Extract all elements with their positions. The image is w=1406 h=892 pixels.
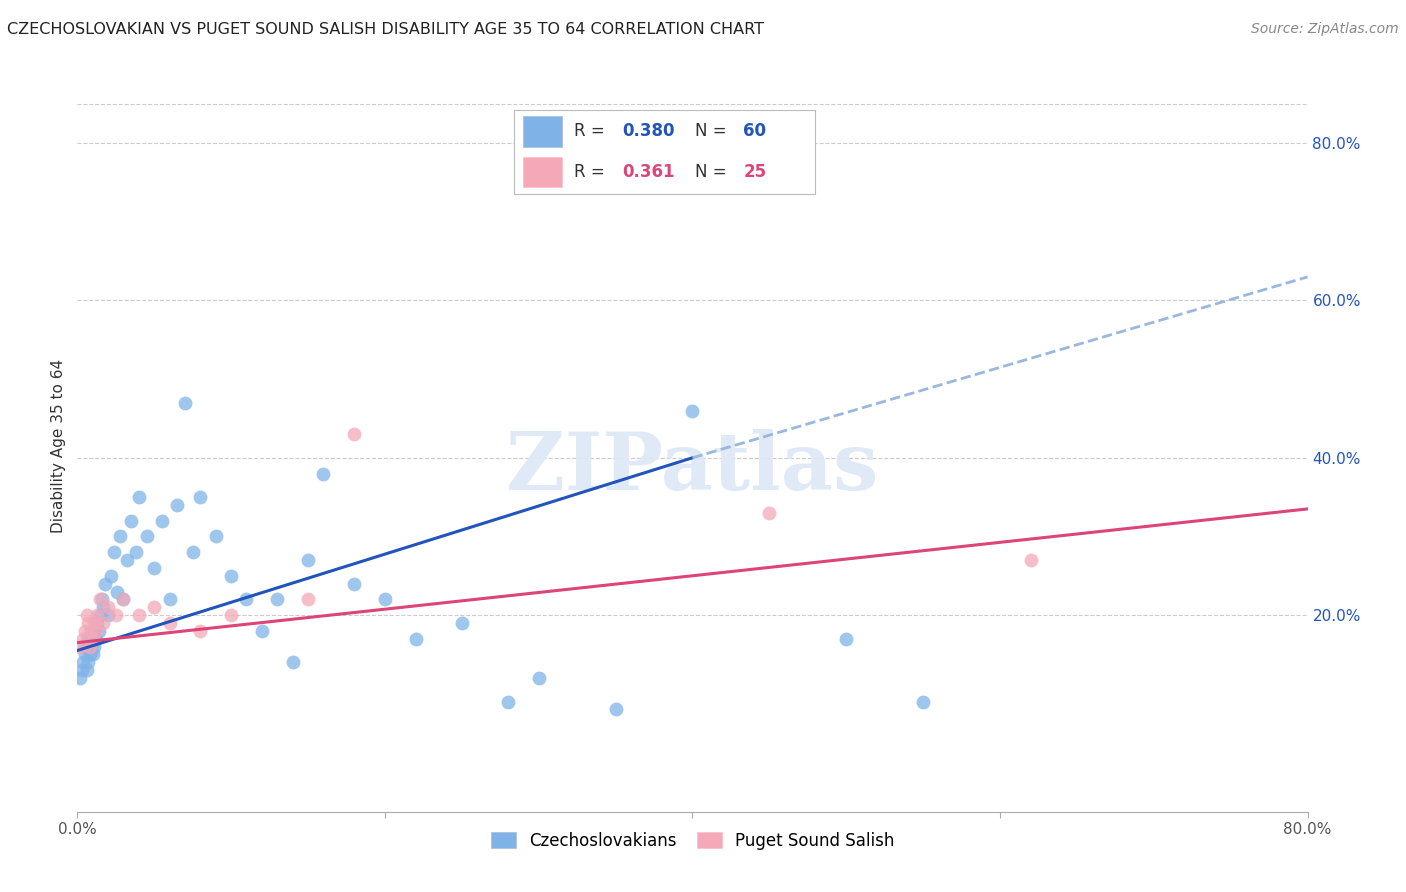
Point [97, 608, 120, 623]
Point [93, 615, 115, 630]
Point [87, 624, 110, 638]
Point [80, 624, 103, 638]
Point [72, 632, 94, 646]
Point [835, 632, 858, 646]
Point [86, 608, 108, 623]
Y-axis label: Disability Age 35 to 64: Disability Age 35 to 64 [51, 359, 66, 533]
Point [188, 490, 212, 504]
Point [266, 592, 288, 607]
Legend: Czechoslovakians, Puget Sound Salish: Czechoslovakians, Puget Sound Salish [482, 823, 903, 858]
Point [174, 396, 197, 410]
Point [450, 615, 472, 630]
Point [204, 529, 226, 543]
Point [128, 490, 150, 504]
Point [76, 663, 98, 677]
Point [73, 624, 96, 638]
Point [143, 600, 166, 615]
Point [159, 615, 181, 630]
Point [84, 624, 107, 638]
Point [76, 640, 98, 654]
Point [105, 584, 128, 599]
Point [77, 655, 100, 669]
Point [250, 624, 273, 638]
Point [343, 427, 366, 442]
Point [90, 592, 114, 607]
Point [104, 608, 127, 623]
Text: ZIPatlas: ZIPatlas [506, 429, 879, 507]
Point [343, 576, 366, 591]
Point [82, 632, 104, 646]
Point [89, 608, 111, 623]
Point [94, 576, 117, 591]
Point [70, 663, 93, 677]
Point [219, 568, 242, 582]
Point [1019, 553, 1042, 567]
Point [80, 640, 103, 654]
Point [128, 608, 150, 623]
Point [110, 529, 132, 543]
Point [73, 640, 96, 654]
Point [93, 600, 115, 615]
Point [83, 615, 105, 630]
Point [496, 695, 519, 709]
Point [76, 608, 98, 623]
Point [912, 695, 935, 709]
Point [166, 498, 188, 512]
Point [83, 640, 105, 654]
Point [84, 632, 107, 646]
Point [605, 702, 627, 716]
Point [115, 553, 138, 567]
Point [103, 545, 125, 559]
Point [79, 632, 101, 646]
Point [89, 592, 111, 607]
Point [82, 648, 104, 662]
Point [72, 655, 94, 669]
Point [83, 624, 105, 638]
Point [159, 592, 181, 607]
Text: Source: ZipAtlas.com: Source: ZipAtlas.com [1251, 22, 1399, 37]
Point [79, 648, 101, 662]
Point [527, 671, 550, 685]
Point [235, 592, 257, 607]
Point [100, 568, 122, 582]
Point [69, 640, 91, 654]
Point [758, 506, 780, 520]
Point [682, 403, 704, 417]
Point [69, 671, 91, 685]
Text: CZECHOSLOVAKIAN VS PUGET SOUND SALISH DISABILITY AGE 35 TO 64 CORRELATION CHART: CZECHOSLOVAKIAN VS PUGET SOUND SALISH DI… [7, 22, 763, 37]
Point [297, 553, 319, 567]
Point [188, 624, 212, 638]
Point [112, 592, 135, 607]
Point [297, 592, 319, 607]
Point [150, 514, 173, 528]
Point [120, 514, 142, 528]
Point [82, 632, 104, 646]
Point [112, 592, 135, 607]
Point [79, 640, 101, 654]
Point [86, 615, 108, 630]
Point [219, 608, 242, 623]
Point [405, 632, 427, 646]
Point [374, 592, 396, 607]
Point [143, 561, 166, 575]
Point [73, 648, 96, 662]
Point [80, 624, 103, 638]
Point [135, 529, 157, 543]
Point [281, 655, 304, 669]
Point [125, 545, 148, 559]
Point [77, 615, 100, 630]
Point [312, 467, 335, 481]
Point [77, 632, 100, 646]
Point [97, 600, 120, 615]
Point [181, 545, 204, 559]
